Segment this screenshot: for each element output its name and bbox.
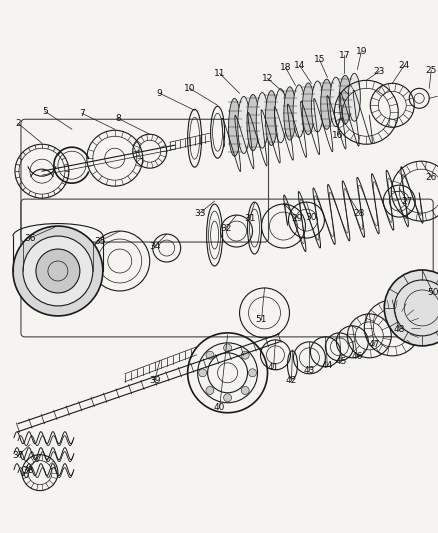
Circle shape (205, 386, 213, 394)
Text: 12: 12 (261, 74, 272, 83)
Text: 36: 36 (24, 233, 35, 243)
Circle shape (198, 369, 206, 377)
Text: 2: 2 (15, 119, 21, 128)
Ellipse shape (329, 77, 341, 127)
Text: 34: 34 (148, 241, 160, 251)
Text: 37: 37 (12, 451, 24, 460)
Circle shape (241, 351, 249, 359)
Text: 23: 23 (373, 67, 384, 76)
Text: 24: 24 (398, 61, 409, 70)
Text: 16: 16 (331, 131, 343, 140)
Text: 33: 33 (194, 208, 205, 217)
Circle shape (13, 226, 102, 316)
Ellipse shape (320, 79, 332, 130)
Text: 14: 14 (293, 61, 304, 70)
Text: 47: 47 (368, 341, 379, 349)
Ellipse shape (247, 94, 258, 151)
Text: 30: 30 (305, 213, 317, 222)
Text: 46: 46 (351, 352, 362, 361)
Text: 44: 44 (321, 361, 332, 370)
Ellipse shape (283, 87, 295, 140)
Text: 29: 29 (291, 214, 303, 223)
Text: 9: 9 (156, 89, 162, 98)
Text: 27: 27 (401, 197, 412, 206)
Ellipse shape (228, 98, 240, 156)
Text: 50: 50 (427, 288, 438, 297)
Text: 11: 11 (213, 69, 225, 78)
Text: 19: 19 (355, 47, 366, 56)
Ellipse shape (302, 83, 314, 135)
Text: 7: 7 (79, 109, 85, 118)
Text: 32: 32 (219, 223, 231, 232)
Ellipse shape (293, 85, 304, 138)
Text: 17: 17 (338, 51, 350, 60)
Text: 31: 31 (243, 214, 255, 223)
Circle shape (223, 344, 231, 352)
Text: 43: 43 (303, 366, 314, 375)
Text: 45: 45 (335, 357, 346, 366)
Ellipse shape (348, 74, 360, 122)
Text: 25: 25 (424, 66, 436, 75)
Text: 40: 40 (213, 403, 225, 412)
Text: 51: 51 (255, 316, 267, 325)
Text: 28: 28 (353, 208, 364, 217)
Circle shape (36, 249, 80, 293)
Circle shape (383, 270, 438, 346)
Ellipse shape (265, 91, 277, 146)
Text: 35: 35 (94, 237, 105, 246)
Ellipse shape (256, 93, 268, 148)
Circle shape (241, 386, 249, 394)
Text: 8: 8 (115, 114, 120, 123)
Text: 26: 26 (424, 173, 436, 182)
Text: 48: 48 (393, 325, 404, 334)
Text: 10: 10 (184, 84, 195, 93)
Circle shape (205, 351, 213, 359)
Circle shape (223, 394, 231, 402)
Ellipse shape (339, 75, 350, 124)
Text: 38: 38 (22, 466, 34, 475)
Circle shape (248, 369, 256, 377)
Text: 15: 15 (313, 55, 325, 64)
Text: 5: 5 (42, 107, 48, 116)
Text: 42: 42 (285, 376, 297, 385)
Text: 18: 18 (279, 63, 290, 72)
Ellipse shape (274, 88, 286, 143)
Ellipse shape (311, 81, 323, 132)
Text: 39: 39 (148, 376, 160, 385)
Ellipse shape (237, 96, 249, 154)
Circle shape (23, 236, 92, 306)
Text: 41: 41 (267, 364, 279, 373)
